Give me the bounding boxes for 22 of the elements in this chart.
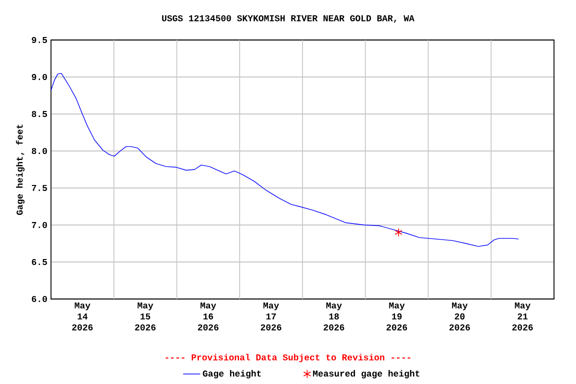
- x-tick-label: May 14 2026: [72, 302, 93, 330]
- y-tick-label: 9.0: [32, 74, 47, 80]
- y-tick-label: 6.0: [32, 296, 47, 302]
- y-tick-label: 6.5: [32, 258, 48, 266]
- y-tick-label: 8.0: [32, 148, 47, 154]
- y-axis-title: Gage height, feet: [16, 124, 25, 215]
- x-tick-label: May 15 2026: [135, 302, 156, 330]
- y-tick-label: 9.5: [32, 36, 48, 44]
- x-tick-label: May 16 2026: [198, 302, 218, 330]
- x-tick-label: May 20 2026: [449, 302, 470, 330]
- y-tick-label: 7.5: [32, 185, 48, 192]
- x-tick-label: May 19 2026: [386, 302, 408, 330]
- x-tick-label: May 17 2026: [260, 302, 282, 330]
- legend-label: Gage height: [202, 370, 261, 378]
- text: ---- Provisional Data Subject to Revision ----: [166, 354, 410, 362]
- y-tick-label: 7.0: [32, 222, 47, 228]
- legend-label: Measured gage height: [313, 370, 420, 378]
- x-tick-label: May 18 2026: [324, 302, 344, 330]
- x-tick-label: May 21 2026: [512, 302, 533, 330]
- line-series: [51, 72, 519, 247]
- y-tick-label: 8.5: [32, 110, 48, 118]
- chart-title: USGS 12134500 SKYKOMISH RIVER NEAR GOLD BAR, WA: [162, 15, 414, 23]
